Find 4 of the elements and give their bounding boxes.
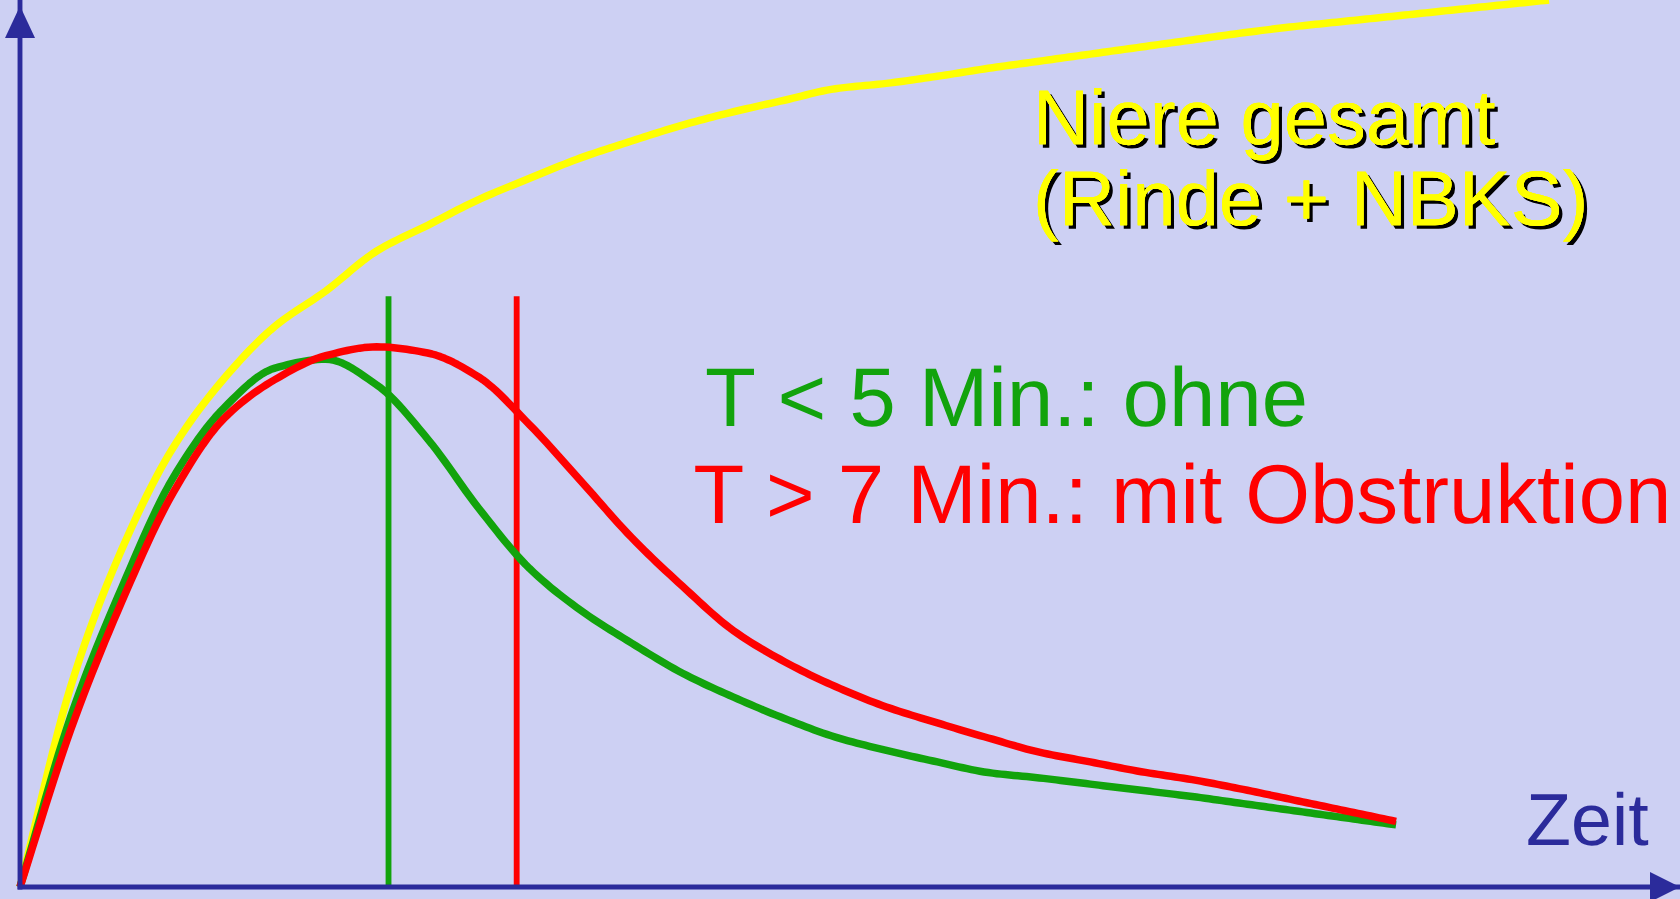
x-axis-title: Zeit <box>1528 791 1649 846</box>
series-label: Niere gesamt (Rinde + NBKS) <box>1037 88 1588 245</box>
series-label: T > 7 Min.: mit Obstruktion <box>695 462 1666 524</box>
text: T < 5 Min.: ohne <box>706 365 1305 427</box>
